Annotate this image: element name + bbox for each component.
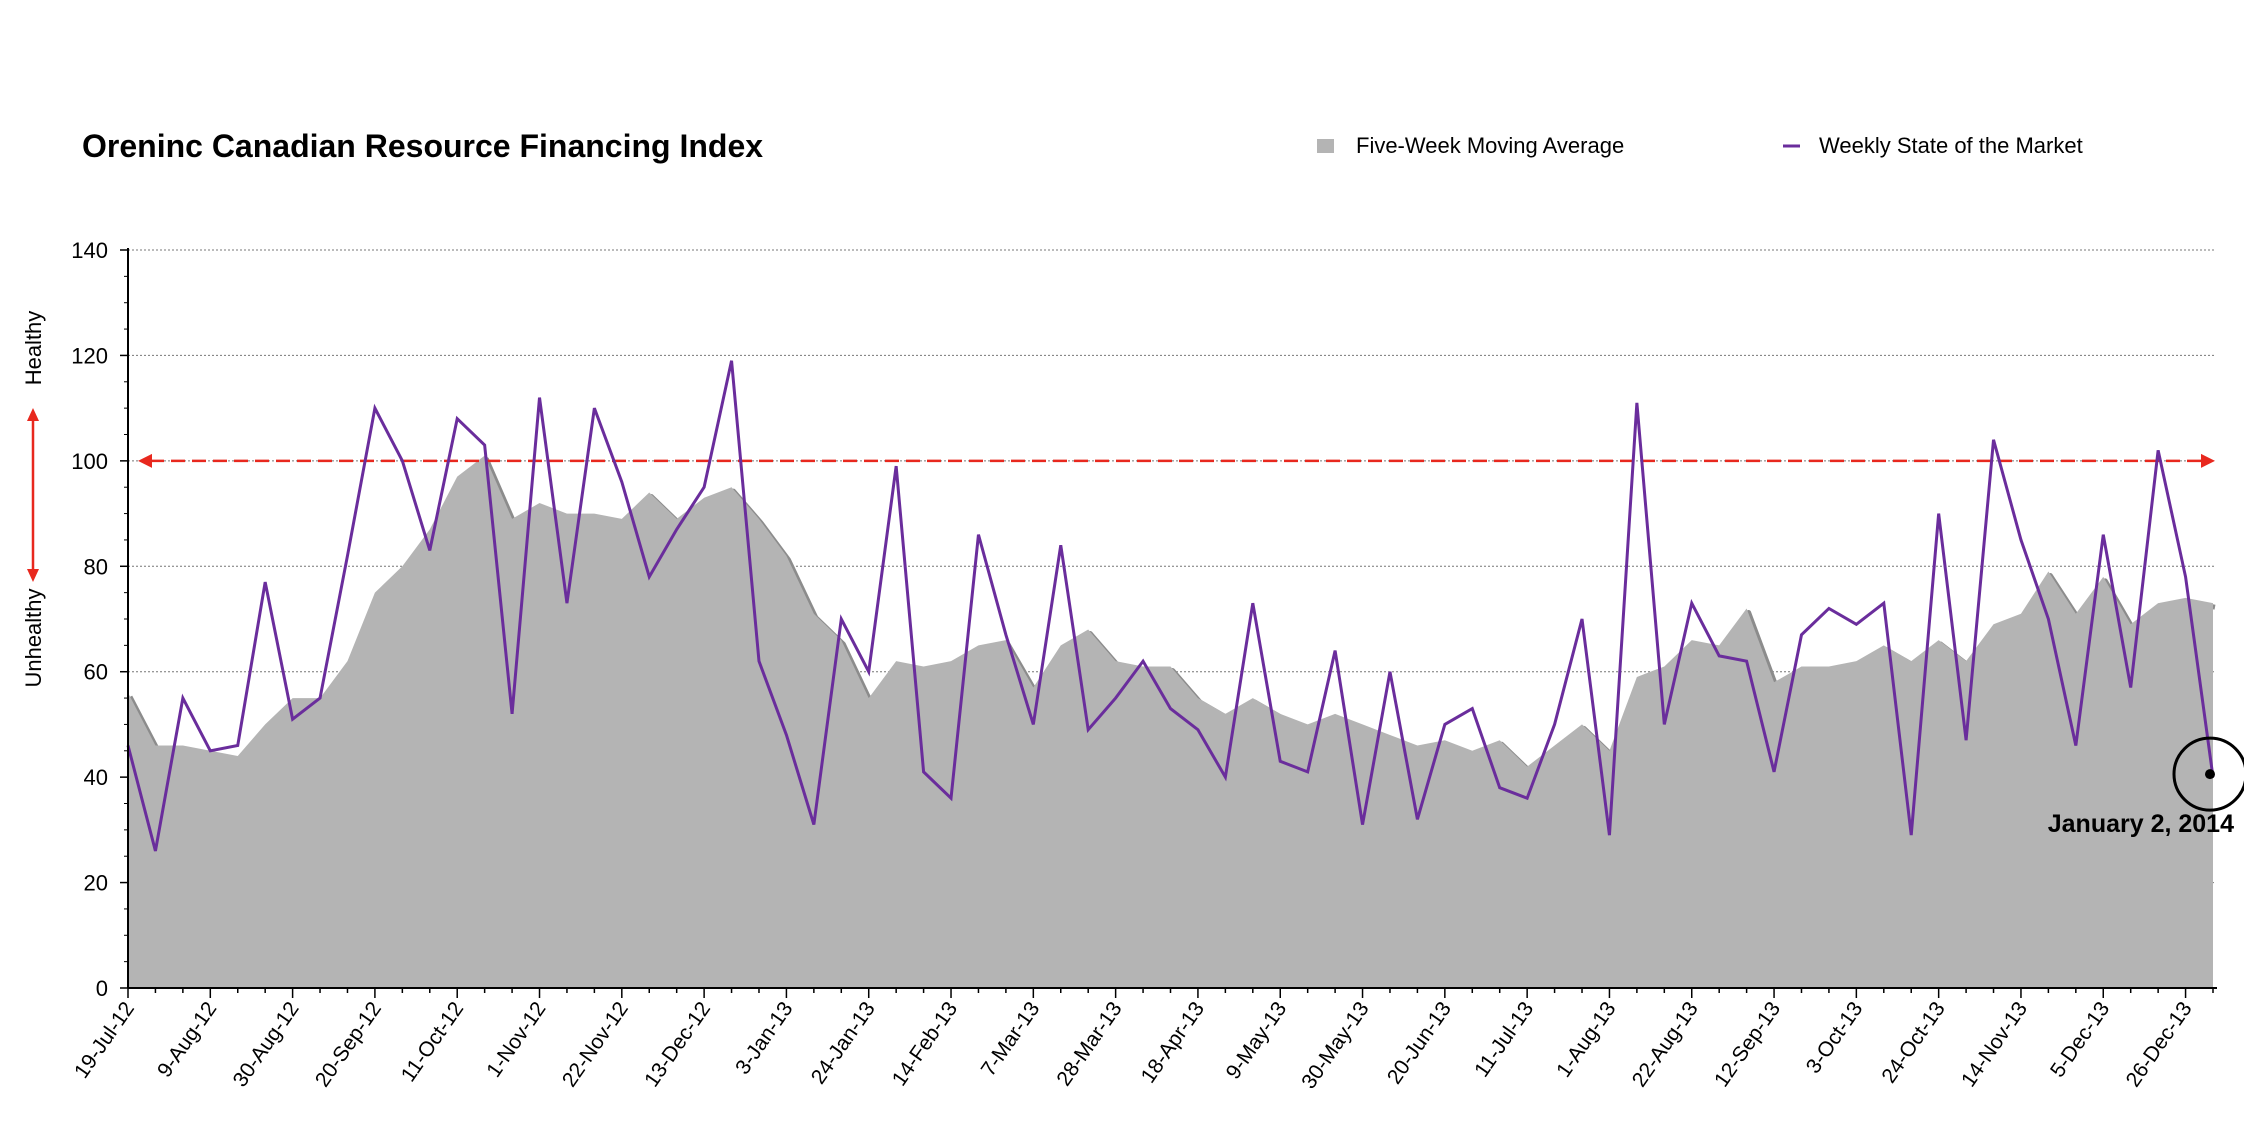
health-arrow-up (27, 408, 39, 421)
health-indicator: Healthy Unhealthy (21, 311, 46, 688)
x-tick-label: 14-Feb-13 (888, 998, 962, 1091)
x-tick-label: 3-Oct-13 (1802, 998, 1868, 1078)
y-tick-label: 140 (71, 238, 108, 263)
x-tick-label: 13-Dec-12 (640, 998, 715, 1092)
health-arrow-down (27, 569, 39, 582)
x-tick-label: 20-Jun-13 (1383, 998, 1456, 1089)
legend: Five-Week Moving Average Weekly State of… (1317, 133, 2083, 158)
x-tick-label: 24-Oct-13 (1877, 998, 1949, 1088)
legend-label-weekly: Weekly State of the Market (1819, 133, 2083, 158)
y-tick-label: 100 (71, 449, 108, 474)
y-axis-ticks: 0 20 40 60 80 100 120 140 (71, 238, 128, 1001)
x-tick-label: 22-Nov-12 (558, 998, 633, 1092)
x-tick-label: 3-Jan-13 (731, 998, 797, 1079)
x-tick-label: 18-Apr-13 (1137, 998, 1209, 1088)
weekly-line-layer (126, 360, 2215, 852)
x-tick-label: 26-Dec-13 (2122, 998, 2197, 1092)
weekly-line (126, 360, 2215, 852)
annotation-dot (2205, 769, 2215, 780)
x-tick-label: 12-Sep-13 (1710, 998, 1785, 1092)
legend-label-moving-average: Five-Week Moving Average (1356, 133, 1624, 158)
x-tick-label: 24-Jan-13 (807, 998, 880, 1089)
x-tick-label: 30-May-13 (1297, 998, 1373, 1093)
x-tick-label: 20-Sep-12 (311, 998, 386, 1092)
moving-average-fill (128, 455, 2213, 989)
x-tick-label: 19-Jul-12 (70, 998, 139, 1083)
y-tick-label: 60 (84, 660, 108, 685)
axes (127, 248, 2217, 989)
y-tick-label: 0 (96, 976, 108, 1001)
x-tick-label: 11-Oct-12 (397, 998, 469, 1086)
chart-title: Oreninc Canadian Resource Financing Inde… (82, 128, 763, 164)
x-tick-label: 1-Aug-13 (1552, 998, 1620, 1082)
y-tick-label: 80 (84, 554, 108, 579)
moving-average-area (127, 455, 2216, 989)
x-tick-label: 1-Nov-12 (482, 998, 550, 1082)
y-tick-label: 20 (84, 871, 108, 896)
y-tick-label: 40 (84, 765, 108, 790)
x-tick-label: 28-Mar-13 (1052, 998, 1126, 1091)
reference-line-layer (138, 453, 2215, 468)
reference-arrow-left (138, 453, 152, 468)
x-axis-ticks: 19-Jul-12 9-Aug-12 30-Aug-12 20-Sep-12 11-Oc… (70, 988, 2214, 1093)
x-tick-label: 30-Aug-12 (229, 998, 304, 1092)
x-tick-label: 7-Mar-13 (977, 998, 1045, 1081)
healthy-label: Healthy (21, 311, 46, 386)
annotation-label: January 2, 2014 (2048, 810, 2234, 838)
x-tick-label: 9-May-13 (1222, 998, 1292, 1084)
unhealthy-label: Unhealthy (21, 588, 46, 687)
x-tick-label: 9-Aug-12 (153, 998, 221, 1082)
annotation-circle (2172, 736, 2244, 812)
legend-swatch-moving-average (1317, 139, 1334, 153)
y-tick-label: 120 (71, 343, 108, 368)
annotation-layer: January 2, 2014 (2048, 736, 2244, 838)
reference-arrow-right (2201, 453, 2215, 468)
x-tick-label: 22-Aug-13 (1628, 998, 1703, 1092)
x-tick-label: 14-Nov-13 (1957, 998, 2032, 1092)
x-tick-label: 5-Dec-13 (2046, 998, 2114, 1082)
x-tick-label: 11-Jul-13 (1470, 998, 1538, 1082)
